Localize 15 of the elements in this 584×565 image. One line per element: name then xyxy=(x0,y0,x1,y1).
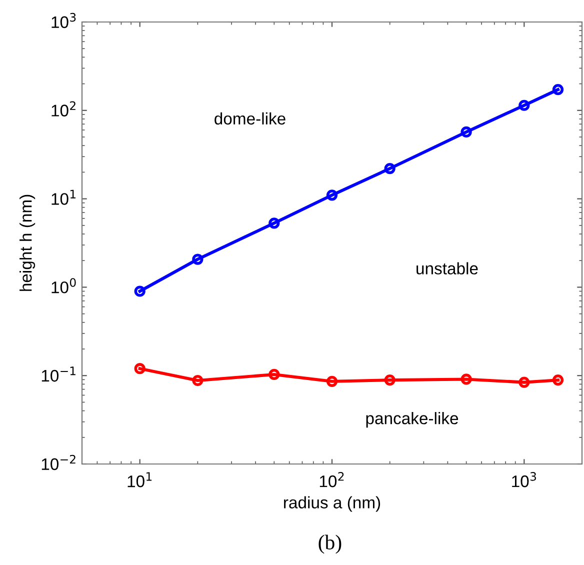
y-axis-title: height h (nm) xyxy=(20,194,36,291)
x-tick-label: 10$^{1}$ xyxy=(128,472,152,488)
y-tick-label: 10$^{−1}$ xyxy=(42,366,76,382)
annotation: unstable xyxy=(416,262,478,274)
y-tick-label: 10$^{−2}$ xyxy=(42,454,76,470)
y-tick-label: 10$^{1}$ xyxy=(52,190,76,205)
x-tick-label: 10$^{2}$ xyxy=(320,472,344,488)
text: (b) xyxy=(318,534,342,554)
y-tick-label: 10$^{3}$ xyxy=(52,12,76,28)
y-tick-label: 10$^{2}$ xyxy=(52,101,76,116)
annotation: pancake-like xyxy=(366,412,458,428)
y-tick-label: 10$^{0}$ xyxy=(52,278,76,294)
x-axis-title: radius a (nm) xyxy=(284,496,380,512)
x-tick-label: 10$^{3}$ xyxy=(512,472,536,488)
annotation: dome-like xyxy=(214,112,286,125)
